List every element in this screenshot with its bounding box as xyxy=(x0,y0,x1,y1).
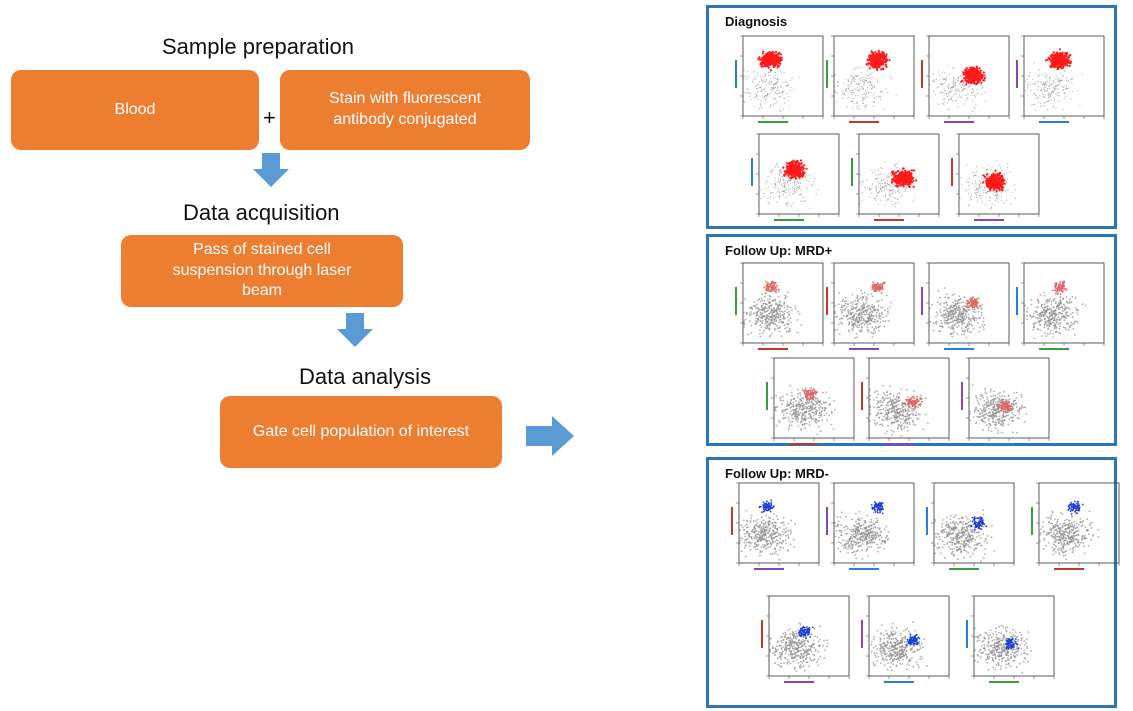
dot-plot xyxy=(924,482,1016,572)
diagnosis-panel: Diagnosis xyxy=(706,5,1117,229)
arrow-down-icon xyxy=(253,153,289,187)
panel-title: Diagnosis xyxy=(725,14,788,29)
dot-plot xyxy=(733,262,825,352)
dot-plot xyxy=(959,357,1051,447)
dot-plot xyxy=(919,35,1011,125)
panel-title: Follow Up: MRD- xyxy=(725,466,829,481)
dot-plot xyxy=(1014,35,1106,125)
dot-plot xyxy=(949,133,1041,223)
dot-plot xyxy=(859,595,951,685)
dot-plot xyxy=(849,133,941,223)
dot-plot xyxy=(733,35,825,125)
dot-plot xyxy=(759,595,851,685)
arrow-right-icon xyxy=(526,416,574,456)
blood-box: Blood xyxy=(11,70,259,150)
dot-plot xyxy=(1029,482,1121,572)
mrd-positive-panel: Follow Up: MRD+ xyxy=(706,234,1117,446)
dot-plot xyxy=(859,357,951,447)
plus-sign: + xyxy=(263,105,276,130)
stain-box: Stain with fluorescent antibody conjugat… xyxy=(280,70,530,150)
dot-plot xyxy=(1014,262,1106,352)
dot-plot xyxy=(824,262,916,352)
dot-plot xyxy=(749,133,841,223)
data-analysis-heading: Data analysis xyxy=(299,364,432,389)
dot-plot xyxy=(964,595,1056,685)
dot-plot xyxy=(824,35,916,125)
acquisition-box: Pass of stained cell suspension through … xyxy=(121,235,403,307)
sample-preparation-heading: Sample preparation xyxy=(162,34,355,59)
analysis-box: Gate cell population of interest xyxy=(220,396,502,468)
panel-title: Follow Up: MRD+ xyxy=(725,243,833,258)
dot-plot xyxy=(919,262,1011,352)
dot-plot xyxy=(764,357,856,447)
arrow-down-icon xyxy=(337,313,373,347)
data-acquisition-heading: Data acquisition xyxy=(183,200,340,225)
dot-plot xyxy=(729,482,821,572)
mrd-negative-panel: Follow Up: MRD- xyxy=(706,457,1120,708)
dot-plot xyxy=(824,482,916,572)
